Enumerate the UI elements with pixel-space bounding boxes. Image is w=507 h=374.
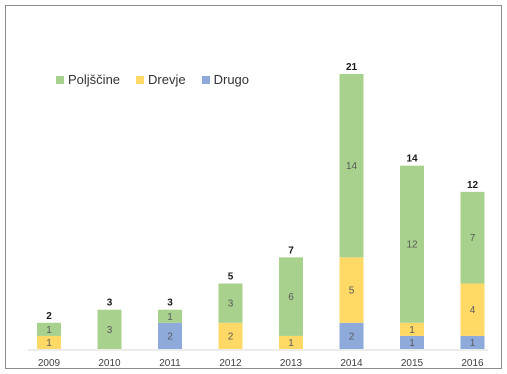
data-label-drugo-2016: 1 xyxy=(470,338,476,349)
bar-drevje-2016 xyxy=(460,283,485,336)
x-tick-label-2014: 2014 xyxy=(340,358,363,369)
bar-drevje-2013 xyxy=(279,335,303,349)
total-label-2010: 3 xyxy=(107,298,113,309)
bar-drugo-2015 xyxy=(400,335,424,349)
data-label-poljscine-2011: 1 xyxy=(167,312,173,323)
x-tick-label-2012: 2012 xyxy=(219,358,242,369)
data-label-drevje-2014: 5 xyxy=(349,286,355,297)
bar-poljscine-2016 xyxy=(460,191,485,284)
legend-swatch-drevje xyxy=(136,75,145,84)
data-label-drugo-2011: 2 xyxy=(167,331,173,342)
total-label-2009: 2 xyxy=(46,311,52,322)
total-label-2011: 3 xyxy=(167,298,173,309)
bar-poljscine-2009 xyxy=(37,322,61,336)
total-label-2014: 21 xyxy=(346,62,358,73)
legend-item-poljscine: Poljščine xyxy=(56,72,120,87)
bar-poljscine-2013 xyxy=(279,257,303,336)
bar-drugo-2014 xyxy=(339,322,364,349)
bar-drevje-2012 xyxy=(218,322,243,349)
data-label-drevje-2015: 1 xyxy=(409,325,415,336)
legend-label-drevje: Drevje xyxy=(148,72,186,87)
bar-drevje-2015 xyxy=(400,322,424,336)
x-tick-label-2013: 2013 xyxy=(280,358,303,369)
bar-drevje-2014 xyxy=(339,257,364,323)
data-label-poljscine-2009: 1 xyxy=(46,325,52,336)
data-label-poljscine-2010: 3 xyxy=(107,325,113,336)
bar-drevje-2009 xyxy=(37,335,61,349)
data-label-poljscine-2013: 6 xyxy=(288,292,294,303)
legend-item-drugo: Drugo xyxy=(201,72,250,87)
bar-drugo-2016 xyxy=(460,335,485,349)
data-label-poljscine-2012: 3 xyxy=(228,299,234,310)
bar-poljscine-2012 xyxy=(218,283,243,323)
x-tick-label-2010: 2010 xyxy=(98,358,121,369)
bar-poljscine-2011 xyxy=(158,309,182,323)
bars-group xyxy=(37,74,485,349)
x-tick-label-2011: 2011 xyxy=(159,358,181,369)
x-tick-labels: 2009 2010 2011 2012 2013 2014 2015 2016 xyxy=(38,358,484,369)
data-label-drevje-2009: 1 xyxy=(46,338,52,349)
legend-label-poljscine: Poljščine xyxy=(68,72,121,87)
bar-poljscine-2010 xyxy=(97,309,122,349)
bar-drugo-2011 xyxy=(158,322,182,349)
legend-swatch-poljscine xyxy=(56,75,64,84)
data-label-drevje-2013: 1 xyxy=(288,338,294,349)
data-label-poljscine-2016: 7 xyxy=(470,233,476,244)
x-tick-label-2015: 2015 xyxy=(401,358,424,369)
total-label-2016: 12 xyxy=(467,180,479,191)
data-label-drugo-2014: 2 xyxy=(349,331,355,342)
total-label-2012: 5 xyxy=(228,272,234,283)
data-label-drevje-2016: 4 xyxy=(470,305,476,316)
total-label-2013: 7 xyxy=(288,245,294,256)
total-label-2015: 14 xyxy=(406,154,418,165)
x-tick-label-2009: 2009 xyxy=(38,358,61,369)
data-label-drevje-2012: 2 xyxy=(228,331,234,342)
legend-label-drugo: Drugo xyxy=(213,72,250,87)
data-label-poljscine-2015: 12 xyxy=(406,240,418,251)
legend: Poljščine Drevje Drugo xyxy=(56,72,249,87)
data-label-drugo-2015: 1 xyxy=(409,338,415,349)
bar-poljscine-2014 xyxy=(339,74,364,258)
x-tick-label-2016: 2016 xyxy=(461,358,484,369)
legend-item-drevje: Drevje xyxy=(136,72,186,87)
data-label-poljscine-2014: 14 xyxy=(346,161,358,172)
legend-swatch-drugo xyxy=(201,75,210,84)
bar-poljscine-2015 xyxy=(400,165,424,323)
